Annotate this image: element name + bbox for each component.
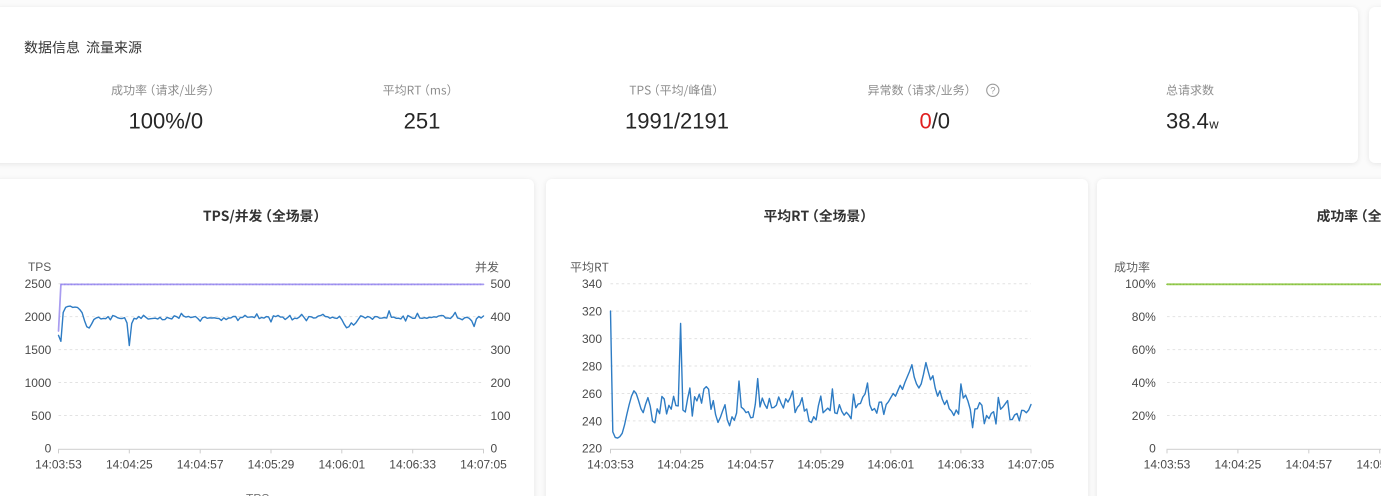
- svg-text:14:07:05: 14:07:05: [1008, 457, 1055, 471]
- svg-text:260: 260: [582, 387, 602, 401]
- svg-text:100%/0: 100%/0: [129, 109, 204, 134]
- svg-text:500: 500: [31, 409, 51, 423]
- svg-text:w: w: [1208, 117, 1219, 132]
- svg-text:14:05:29: 14:05:29: [1356, 457, 1381, 471]
- svg-text:220: 220: [582, 442, 602, 456]
- svg-text:14:04:57: 14:04:57: [727, 457, 774, 471]
- svg-text:2000: 2000: [25, 310, 52, 324]
- svg-text:40%: 40%: [1132, 376, 1156, 390]
- svg-text:?: ?: [990, 86, 995, 97]
- svg-text:60%: 60%: [1132, 343, 1156, 357]
- svg-text:320: 320: [582, 304, 602, 318]
- svg-text:14:04:25: 14:04:25: [1215, 457, 1262, 471]
- svg-text:400: 400: [491, 310, 511, 324]
- svg-text:1500: 1500: [25, 343, 52, 357]
- svg-text:240: 240: [582, 414, 602, 428]
- svg-text:200: 200: [491, 376, 511, 390]
- svg-text:14:06:01: 14:06:01: [867, 457, 914, 471]
- svg-text:14:03:53: 14:03:53: [587, 457, 634, 471]
- svg-text:14:07:05: 14:07:05: [460, 457, 507, 471]
- svg-text:14:05:29: 14:05:29: [248, 457, 295, 471]
- svg-text:14:06:01: 14:06:01: [318, 457, 365, 471]
- svg-text:14:05:29: 14:05:29: [797, 457, 844, 471]
- svg-text:300: 300: [582, 332, 602, 346]
- svg-text:2500: 2500: [25, 277, 52, 291]
- svg-text:14:04:57: 14:04:57: [1285, 457, 1332, 471]
- svg-text:280: 280: [582, 359, 602, 373]
- svg-text:14:04:25: 14:04:25: [657, 457, 704, 471]
- svg-text:500: 500: [491, 277, 511, 291]
- svg-text:14:06:33: 14:06:33: [389, 457, 436, 471]
- svg-text:100: 100: [491, 409, 511, 423]
- svg-text:/0: /0: [932, 109, 950, 134]
- svg-text:TPS: TPS: [28, 260, 51, 274]
- svg-text:1000: 1000: [25, 376, 52, 390]
- svg-text:0: 0: [491, 442, 498, 456]
- svg-text:0: 0: [920, 109, 932, 134]
- svg-text:20%: 20%: [1132, 409, 1156, 423]
- svg-text:100%: 100%: [1125, 277, 1156, 291]
- svg-text:80%: 80%: [1132, 310, 1156, 324]
- svg-text:0: 0: [45, 442, 52, 456]
- svg-text:14:03:53: 14:03:53: [1144, 457, 1191, 471]
- svg-text:14:04:25: 14:04:25: [106, 457, 153, 471]
- svg-text:TPS: TPS: [246, 492, 269, 496]
- svg-text:0: 0: [1149, 442, 1156, 456]
- svg-text:300: 300: [491, 343, 511, 357]
- svg-text:14:03:53: 14:03:53: [35, 457, 82, 471]
- svg-text:251: 251: [404, 109, 441, 134]
- svg-text:38.4: 38.4: [1166, 109, 1209, 134]
- svg-text:340: 340: [582, 277, 602, 291]
- svg-text:14:06:33: 14:06:33: [938, 457, 985, 471]
- svg-text:1991/2191: 1991/2191: [625, 109, 729, 134]
- svg-text:14:04:57: 14:04:57: [177, 457, 224, 471]
